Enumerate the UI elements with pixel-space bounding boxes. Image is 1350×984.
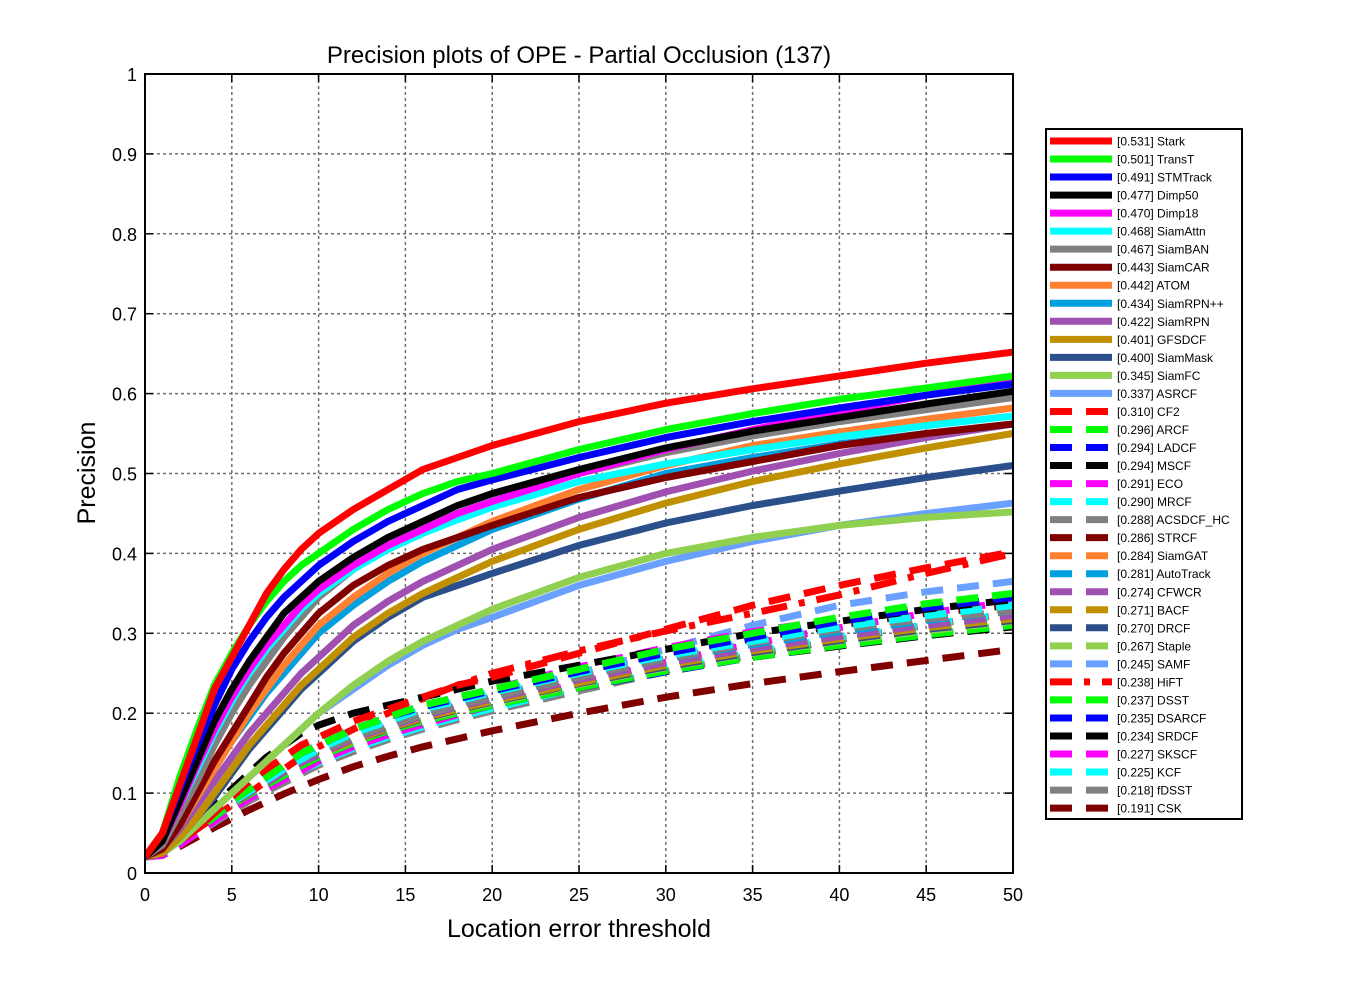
legend-entry: [0.281] AutoTrack [1117,567,1212,581]
legend-entry: [0.291] ECO [1117,477,1183,491]
x-tick-label: 50 [1003,885,1023,905]
x-tick-label: 35 [743,885,763,905]
x-tick-label: 20 [482,885,502,905]
x-tick-label: 10 [309,885,329,905]
y-tick-label: 0.6 [112,385,137,405]
legend-entry: [0.531] Stark [1117,135,1186,149]
x-axis-title: Location error threshold [447,915,711,943]
legend-entry: [0.271] BACF [1117,603,1189,617]
legend-entry: [0.442] ATOM [1117,279,1190,293]
y-tick-label: 0.7 [112,305,137,325]
legend-entry: [0.245] SAMF [1117,657,1190,671]
y-tick-label: 0.8 [112,225,137,245]
legend-entry: [0.235] DSARCF [1117,711,1206,725]
series-line-15 [145,548,1013,861]
legend-entry: [0.294] MSCF [1117,459,1191,473]
x-tick-label: 45 [916,885,936,905]
legend-entry: [0.434] SiamRPN++ [1117,297,1224,311]
series-line-16 [145,589,1013,861]
x-tick-label: 25 [569,885,589,905]
y-tick-label: 0.4 [112,544,137,564]
legend-entry: [0.467] SiamBAN [1117,243,1209,257]
legend-entry: [0.470] Dimp18 [1117,207,1199,221]
grid [145,74,1013,873]
legend-entry: [0.234] SRDCF [1117,729,1198,743]
legend-entry: [0.477] Dimp50 [1117,189,1199,203]
legend-entry: [0.468] SiamAttn [1117,225,1206,239]
series-line-10 [145,420,1013,861]
x-tick-label: 5 [227,885,237,905]
legend-entry: [0.238] HiFT [1117,675,1184,689]
series-line-7 [145,420,1013,861]
legend-entry: [0.227] SKSCF [1117,748,1197,762]
legend-entry: [0.337] ASRCF [1117,387,1197,401]
legend-entry: [0.274] CFWCR [1117,585,1202,599]
legend-entry: [0.218] fDSST [1117,784,1193,798]
legend-box [1045,128,1243,820]
y-axis-title: Precision [73,422,101,525]
legend-entry: [0.345] SiamFC [1117,369,1201,383]
legend-entry: [0.310] CF2 [1117,405,1180,419]
legend: [0.531] Stark [0.501] TransT [0.491] STMTr… [1045,128,1243,820]
legend-entry: [0.422] SiamRPN [1117,315,1210,329]
legend-entry: [0.284] SiamGAT [1117,549,1209,563]
series-line-34 [145,597,1013,861]
legend-entry: [0.270] DRCF [1117,621,1190,635]
legend-entry: [0.286] STRCF [1117,531,1197,545]
series-line-3 [145,387,1013,860]
y-tick-label: 0.2 [112,704,137,724]
x-tick-label: 30 [656,885,676,905]
series-line-2 [145,380,1013,860]
axis-ticks: 0 5 10 15 20 25 30 35 40 45 50 0 0.1 0.2 0.3 0.4 0.5 0.6 0… [112,65,1023,905]
legend-entry: [0.501] TransT [1117,153,1195,167]
chart-title: Precision plots of OPE - Partial Occlusi… [327,42,831,69]
legend-entry: [0.491] STMTrack [1117,171,1213,185]
y-tick-label: 0 [127,864,137,884]
legend-entry: [0.401] GFSDCF [1117,333,1206,347]
y-tick-label: 0.1 [112,784,137,804]
legend-entry: [0.225] KCF [1117,766,1181,780]
y-tick-label: 0.3 [112,624,137,644]
series-line-20 [145,601,1013,861]
series-lines [145,348,1013,861]
legend-entry: [0.288] ACSDCF_HC [1117,513,1230,527]
x-tick-label: 15 [395,885,415,905]
legend-entry: [0.296] ARCF [1117,423,1189,437]
series-line-37 [145,645,1013,861]
legend-entry: [0.191] CSK [1117,802,1182,816]
legend-entry: [0.237] DSST [1117,693,1190,707]
legend-entry: [0.267] Staple [1117,639,1191,653]
x-tick-label: 0 [140,885,150,905]
y-tick-label: 1 [127,65,137,85]
legend-entry: [0.443] SiamCAR [1117,261,1210,275]
legend-entry: [0.294] LADCF [1117,441,1196,455]
series-line-0 [145,348,1013,860]
y-tick-label: 0.5 [112,465,137,485]
x-tick-label: 40 [829,885,849,905]
series-line-11 [145,430,1013,861]
legend-entry: [0.290] MRCF [1117,495,1192,509]
legend-entry: [0.400] SiamMask [1117,351,1214,365]
y-tick-label: 0.9 [112,145,137,165]
series-line-13 [145,508,1013,861]
